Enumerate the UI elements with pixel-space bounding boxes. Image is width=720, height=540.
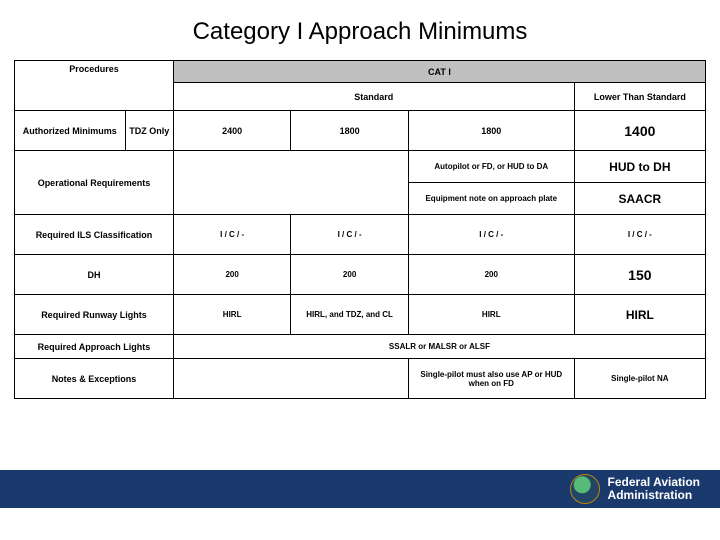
cell-saacr: SAACR [574, 183, 705, 215]
cell-dh-d: 150 [574, 255, 705, 295]
row-req-ils: Required ILS Classification [15, 215, 174, 255]
row-dh: DH [15, 255, 174, 295]
cell-rwy-d: HIRL [574, 295, 705, 335]
cell-rwy-b: HIRL, and TDZ, and CL [291, 295, 408, 335]
cell-1800a: 1800 [291, 111, 408, 151]
hdr-procedures: Procedures [15, 61, 174, 111]
cell-ils-c: I / C / - [408, 215, 574, 255]
footer-bar: Federal Aviation Administration [0, 470, 720, 508]
page-title: Category I Approach Minimums [0, 0, 720, 60]
cell-opreq-blank [173, 151, 408, 215]
cell-equip-note: Equipment note on approach plate [408, 183, 574, 215]
cell-2400: 2400 [173, 111, 290, 151]
footer-org: Federal Aviation Administration [608, 476, 700, 502]
hdr-standard: Standard [173, 83, 574, 111]
faa-seal-icon [570, 474, 600, 504]
minimums-table: Procedures CAT I Standard Lower Than Sta… [14, 60, 706, 399]
cell-dh-c: 200 [408, 255, 574, 295]
cell-ils-d: I / C / - [574, 215, 705, 255]
footer-org-line2: Administration [608, 489, 700, 502]
cell-ils-a: I / C / - [173, 215, 290, 255]
hdr-cat: CAT I [173, 61, 705, 83]
row-op-req: Operational Requirements [15, 151, 174, 215]
row-auth-min: Authorized Minimums [15, 111, 126, 151]
cell-dh-a: 200 [173, 255, 290, 295]
row-req-rwy: Required Runway Lights [15, 295, 174, 335]
row-notes: Notes & Exceptions [15, 359, 174, 399]
cell-app-val: SSALR or MALSR or ALSF [173, 335, 705, 359]
cell-tdz-only: TDZ Only [125, 111, 173, 151]
cell-ils-b: I / C / - [291, 215, 408, 255]
cell-autopilot: Autopilot or FD, or HUD to DA [408, 151, 574, 183]
cell-notes-b: Single-pilot NA [574, 359, 705, 399]
cell-1400: 1400 [574, 111, 705, 151]
cell-rwy-a: HIRL [173, 295, 290, 335]
cell-1800b: 1800 [408, 111, 574, 151]
cell-dh-b: 200 [291, 255, 408, 295]
row-req-app: Required Approach Lights [15, 335, 174, 359]
cell-notes-a: Single-pilot must also use AP or HUD whe… [408, 359, 574, 399]
cell-rwy-c: HIRL [408, 295, 574, 335]
cell-notes-blank [173, 359, 408, 399]
cell-hud-to-dh: HUD to DH [574, 151, 705, 183]
hdr-lower: Lower Than Standard [574, 83, 705, 111]
